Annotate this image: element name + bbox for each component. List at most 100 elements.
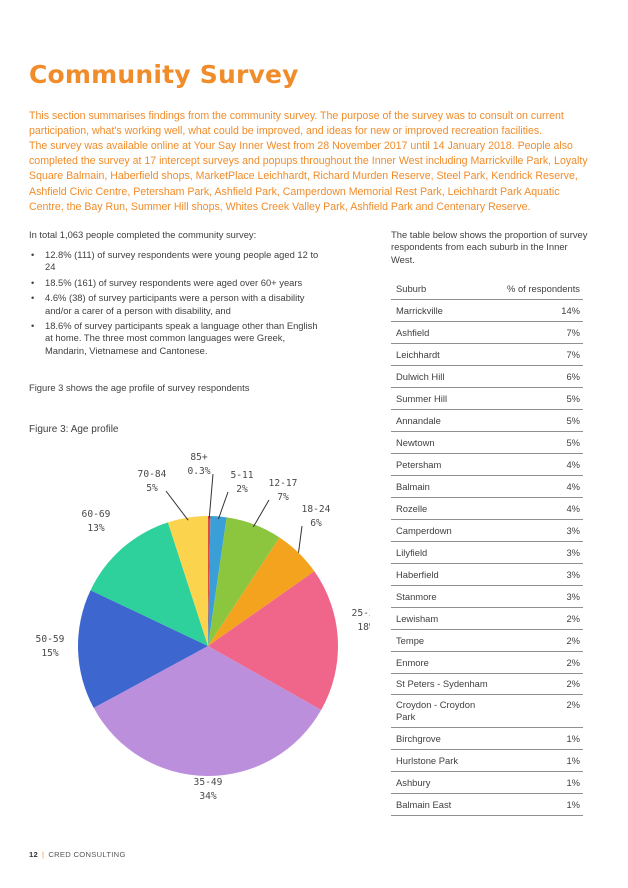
- suburb-name: Lewisham: [391, 607, 495, 630]
- table-row: Marrickville 14%: [391, 299, 583, 322]
- table-row: Croydon - Croydon Park 2%: [391, 694, 583, 728]
- list-item: 4.6% (38) of survey participants were a …: [29, 292, 319, 317]
- table-row: Camperdown 3%: [391, 519, 583, 542]
- leader-line: [252, 499, 270, 528]
- age-profile-pie-chart: 85+ 0.3% 5-11 2% 12-17 7% 18-24 6% 25-34 18% 35-49…: [36, 452, 370, 802]
- suburb-percent: 3%: [495, 585, 583, 608]
- pie-slice-25-34: [208, 571, 338, 711]
- slice-value-label: 5%: [146, 483, 158, 494]
- suburb-percent: 4%: [495, 475, 583, 498]
- table-row: Lewisham 2%: [391, 607, 583, 630]
- pie-slice-12-17: [208, 517, 280, 646]
- figure-reference: Figure 3 shows the age profile of survey…: [29, 382, 250, 393]
- slice-value-label: 7%: [277, 492, 289, 503]
- pie-slice-5-11: [208, 516, 227, 646]
- suburb-percent: 2%: [495, 607, 583, 630]
- slice-value-label: 15%: [41, 648, 59, 659]
- suburb-percent: 2%: [495, 694, 583, 728]
- suburb-name: Croydon - Croydon Park: [391, 694, 495, 728]
- leader-line: [298, 525, 303, 553]
- suburb-name: Leichhardt: [391, 343, 495, 366]
- suburb-name: Marrickville: [391, 299, 495, 322]
- pie-slice-70-84: [167, 516, 208, 646]
- table-intro: The table below shows the proportion of …: [391, 229, 588, 265]
- table-row: Newtown 5%: [391, 431, 583, 454]
- suburb-percent: 7%: [495, 321, 583, 344]
- suburb-percent: 6%: [495, 365, 583, 388]
- slice-value-label: 2%: [236, 484, 248, 495]
- suburb-name: Hurlstone Park: [391, 749, 495, 772]
- list-item: 12.8% (111) of survey respondents were y…: [29, 249, 319, 274]
- table-header-row: Suburb % of respondents: [391, 278, 583, 300]
- suburb-name: Rozelle: [391, 497, 495, 520]
- slice-label: 12-17: [269, 478, 298, 489]
- slice-label: 70-84: [138, 469, 167, 480]
- table-row: Rozelle 4%: [391, 497, 583, 520]
- respondent-stats-list: 12.8% (111) of survey respondents were y…: [29, 249, 319, 360]
- suburb-name: Lilyfield: [391, 541, 495, 564]
- footer-separator: |: [42, 850, 45, 859]
- pie-slice-60-69: [90, 522, 208, 646]
- suburb-name: Haberfield: [391, 563, 495, 586]
- list-item: 18.5% (161) of survey respondents were a…: [29, 277, 319, 290]
- table-row: Dulwich Hill 6%: [391, 365, 583, 388]
- suburb-percent: 4%: [495, 453, 583, 476]
- table-row: Stanmore 3%: [391, 585, 583, 608]
- slice-value-label: 13%: [87, 523, 105, 534]
- slice-label: 85+: [190, 452, 208, 463]
- slice-value-label: 6%: [310, 518, 322, 529]
- pie-slice-35-49: [93, 646, 322, 777]
- suburb-percent: 5%: [495, 409, 583, 432]
- slice-label: 60-69: [82, 509, 111, 520]
- suburb-percent: 3%: [495, 541, 583, 564]
- slice-label: 50-59: [36, 634, 65, 645]
- leader-line: [165, 490, 189, 521]
- slice-value-label: 18%: [357, 622, 370, 633]
- header-percent: % of respondents: [495, 278, 583, 300]
- table-row: Annandale 5%: [391, 409, 583, 432]
- slice-label: 25-34: [352, 608, 370, 619]
- leader-line: [208, 473, 214, 519]
- suburb-name: Enmore: [391, 651, 495, 674]
- suburb-percent: 1%: [495, 793, 583, 816]
- suburb-percent: 7%: [495, 343, 583, 366]
- intro-paragraph-availability: The survey was available online at Your …: [29, 140, 588, 213]
- suburb-name: Camperdown: [391, 519, 495, 542]
- table-row: Balmain 4%: [391, 475, 583, 498]
- suburb-name: Petersham: [391, 453, 495, 476]
- footer-brand: CRED CONSULTING: [48, 850, 126, 859]
- suburb-name: Dulwich Hill: [391, 365, 495, 388]
- pie-slice-50-59: [77, 590, 208, 708]
- table-row: Birchgrove 1%: [391, 727, 583, 750]
- suburb-name: St Peters - Sydenham: [391, 673, 495, 695]
- suburb-name: Birchgrove: [391, 727, 495, 750]
- suburb-percent: 1%: [495, 749, 583, 772]
- respondents-summary: In total 1,063 people completed the comm…: [29, 229, 257, 240]
- slice-label: 18-24: [302, 504, 331, 515]
- suburb-name: Balmain East: [391, 793, 495, 816]
- pie-slice-18-24: [208, 537, 315, 646]
- suburb-percent: 3%: [495, 519, 583, 542]
- leader-line: [217, 491, 229, 520]
- suburb-name: Balmain: [391, 475, 495, 498]
- page-footer: 12 | CRED CONSULTING: [29, 850, 126, 859]
- table-row: Lilyfield 3%: [391, 541, 583, 564]
- suburb-name: Annandale: [391, 409, 495, 432]
- suburb-name: Ashfield: [391, 321, 495, 344]
- slice-value-label: 34%: [199, 791, 217, 802]
- suburb-name: Summer Hill: [391, 387, 495, 410]
- slice-label: 35-49: [194, 777, 223, 788]
- page-title: Community Survey: [29, 60, 299, 89]
- suburb-name: Newtown: [391, 431, 495, 454]
- suburb-percent: 2%: [495, 629, 583, 652]
- table-row: Hurlstone Park 1%: [391, 749, 583, 772]
- header-suburb: Suburb: [391, 278, 495, 300]
- suburb-name: Stanmore: [391, 585, 495, 608]
- figure-title: Figure 3: Age profile: [29, 424, 119, 435]
- suburb-respondents-table: Suburb % of respondents Marrickville 14% A…: [391, 278, 583, 816]
- suburb-name: Ashbury: [391, 771, 495, 794]
- table-row: Haberfield 3%: [391, 563, 583, 586]
- table-row: Tempe 2%: [391, 629, 583, 652]
- suburb-percent: 3%: [495, 563, 583, 586]
- slice-value-label: 0.3%: [187, 466, 210, 477]
